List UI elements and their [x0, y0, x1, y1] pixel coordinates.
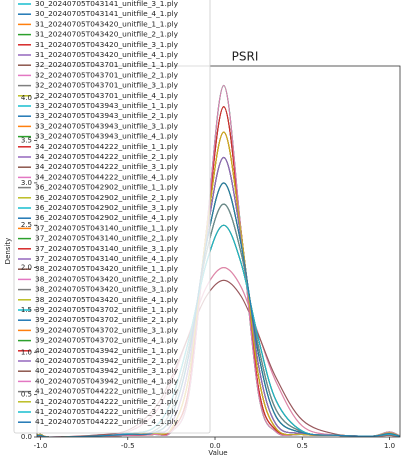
legend-label: 37_20240705T043140_unitfile_2_1.ply	[35, 234, 179, 243]
legend-label: 40_20240705T043942_unitfile_4_1.ply	[35, 376, 179, 385]
legend-label: 36_20240705T042902_unitfile_1_1.ply	[35, 183, 179, 192]
legend-label: 32_20240705T043701_unitfile_4_1.ply	[35, 91, 179, 100]
legend-label: 41_20240705T044222_unitfile_1_1.ply	[35, 387, 179, 396]
legend-label: 38_20240705T043420_unitfile_1_1.ply	[35, 264, 179, 273]
legend-label: 34_20240705T044222_unitfile_1_1.ply	[35, 142, 179, 151]
legend-label: 30_20240705T043141_unitfile_4_1.ply	[35, 9, 179, 18]
legend-label: 39_20240705T043702_unitfile_1_1.ply	[35, 305, 179, 314]
y-tick-label: 4.0	[21, 94, 32, 102]
legend-label: 34_20240705T044222_unitfile_4_1.ply	[35, 172, 179, 181]
y-tick-label: 1.5	[21, 306, 32, 314]
legend-label: 31_20240705T043420_unitfile_3_1.ply	[35, 40, 179, 49]
x-tick-label: -0.5	[121, 442, 135, 450]
y-tick-label: 0.0	[21, 433, 32, 441]
legend-label: 39_20240705T043702_unitfile_4_1.ply	[35, 336, 179, 345]
legend-label: 34_20240705T044222_unitfile_3_1.ply	[35, 162, 179, 171]
legend-label: 41_20240705T044222_unitfile_4_1.ply	[35, 417, 179, 426]
legend-label: 32_20240705T043701_unitfile_3_1.ply	[35, 81, 179, 90]
chart-title: PSRI	[232, 50, 259, 64]
legend-label: 36_20240705T042902_unitfile_2_1.ply	[35, 193, 179, 202]
legend-label: 40_20240705T043942_unitfile_3_1.ply	[35, 366, 179, 375]
legend-label: 30_20240705T043141_unitfile_3_1.ply	[35, 0, 179, 8]
legend-label: 40_20240705T043942_unitfile_2_1.ply	[35, 356, 179, 365]
legend-label: 37_20240705T043140_unitfile_1_1.ply	[35, 223, 179, 232]
legend-label: 36_20240705T042902_unitfile_4_1.ply	[35, 213, 179, 222]
density-line	[37, 182, 400, 437]
y-tick-label: 3.0	[21, 179, 32, 187]
legend-label: 41_20240705T044222_unitfile_3_1.ply	[35, 407, 179, 416]
legend-label: 38_20240705T043420_unitfile_2_1.ply	[35, 274, 179, 283]
legend-label: 34_20240705T044222_unitfile_2_1.ply	[35, 152, 179, 161]
y-tick-label: 3.5	[21, 137, 32, 145]
x-axis-label: Value	[208, 449, 227, 457]
legend-label: 33_20240705T043943_unitfile_3_1.ply	[35, 121, 179, 130]
legend-label: 39_20240705T043702_unitfile_2_1.ply	[35, 315, 179, 324]
legend-label: 38_20240705T043420_unitfile_3_1.ply	[35, 285, 179, 294]
y-tick-label: 0.5	[21, 391, 32, 399]
legend-label: 31_20240705T043420_unitfile_4_1.ply	[35, 50, 179, 59]
legend-label: 41_20240705T044222_unitfile_2_1.ply	[35, 397, 179, 406]
legend-label: 33_20240705T043943_unitfile_1_1.ply	[35, 101, 179, 110]
y-tick-label: 2.5	[21, 221, 32, 229]
legend-label: 37_20240705T043140_unitfile_4_1.ply	[35, 254, 179, 263]
legend-label: 32_20240705T043701_unitfile_2_1.ply	[35, 70, 179, 79]
legend-label: 33_20240705T043943_unitfile_2_1.ply	[35, 111, 179, 120]
x-tick-label: 0.5	[297, 442, 308, 450]
legend-label: 31_20240705T043420_unitfile_2_1.ply	[35, 30, 179, 39]
legend-label: 39_20240705T043702_unitfile_3_1.ply	[35, 325, 179, 334]
legend-label: 31_20240705T043420_unitfile_1_1.ply	[35, 19, 179, 28]
legend-label: 40_20240705T043942_unitfile_1_1.ply	[35, 346, 179, 355]
legend-label: 38_20240705T043420_unitfile_4_1.ply	[35, 295, 179, 304]
y-tick-label: 1.0	[21, 348, 32, 356]
legend-label: 37_20240705T043140_unitfile_3_1.ply	[35, 244, 179, 253]
curves	[37, 84, 400, 437]
legend: 30_20240705T043141_unitfile_3_1.ply30_20…	[13, 0, 211, 434]
legend-label: 32_20240705T043701_unitfile_1_1.ply	[35, 60, 179, 69]
legend-box	[13, 0, 211, 434]
x-tick-label: 0.0	[209, 442, 220, 450]
legend-label: 33_20240705T043943_unitfile_4_1.ply	[35, 132, 179, 141]
y-axis-label: Density	[4, 238, 12, 265]
x-tick-label: -1.0	[34, 442, 48, 450]
legend-label: 36_20240705T042902_unitfile_3_1.ply	[35, 203, 179, 212]
y-tick-label: 2.0	[21, 264, 32, 272]
x-tick-label: 1.0	[384, 442, 395, 450]
